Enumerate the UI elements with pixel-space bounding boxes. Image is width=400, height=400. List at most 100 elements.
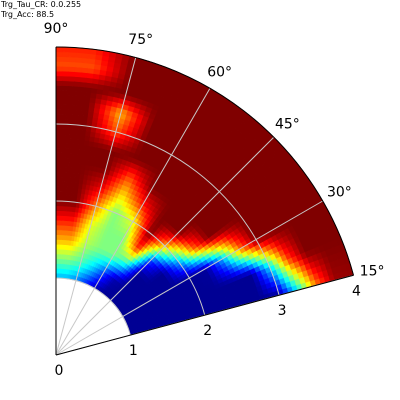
heatmap-cell (55, 133, 62, 139)
heatmap-cell (67, 90, 74, 96)
heatmap-cell (60, 138, 66, 144)
heatmap-cell (74, 61, 82, 68)
heatmap-cell (73, 148, 79, 155)
heatmap-cell (61, 80, 69, 87)
heatmap-cell (58, 205, 63, 212)
heatmap-cell (66, 186, 72, 193)
heatmap-cell (77, 95, 85, 102)
heatmap-cell (59, 162, 65, 168)
heatmap-cell (74, 66, 82, 73)
heatmap-cell (68, 157, 74, 164)
stats-panel: Trg_Tau_CR: 0.0.255 Trg_Acc: 88.5 (1, 0, 81, 20)
heatmap-cell (59, 181, 64, 188)
heatmap-cell (62, 191, 68, 197)
heatmap-cell (69, 143, 75, 150)
heatmap-cell (61, 75, 69, 82)
heatmap-cell (72, 100, 79, 107)
heatmap-cell (78, 90, 86, 97)
heatmap-cell (59, 171, 65, 178)
heatmap-cell (55, 80, 63, 86)
heatmap-cell (63, 171, 69, 178)
heatmap-cell (63, 176, 68, 183)
heatmap-cell (65, 128, 72, 135)
heatmap-cell (59, 157, 65, 163)
heatmap-cell (68, 148, 75, 154)
heatmap-cell (74, 56, 83, 63)
radius-tick-label: 0 (55, 363, 64, 379)
heatmap-cell (74, 138, 80, 145)
angle-tick-label: 90° (44, 21, 69, 37)
heatmap-cell (66, 104, 73, 111)
heatmap-cell (71, 104, 79, 111)
heatmap-cell (58, 200, 64, 207)
polar-frame (55, 46, 354, 356)
heatmap-cell (61, 85, 69, 91)
heatmap-cell (79, 134, 86, 141)
heatmap-cell (71, 114, 78, 121)
heatmap-cell (63, 181, 68, 188)
heatmap-cell (58, 229, 62, 236)
heatmap-cell (77, 105, 84, 112)
heatmap-cell (68, 61, 76, 68)
heatmap-cell (55, 46, 64, 53)
heatmap-cell (60, 133, 66, 139)
heatmap-cell (59, 167, 65, 173)
heatmap-cell (65, 123, 72, 130)
radius-tick-label: 2 (203, 323, 212, 339)
heatmap-cell (55, 157, 61, 163)
radius-tick-label: 3 (278, 303, 287, 319)
heatmap-cell (72, 162, 78, 169)
heatmap-cell (68, 152, 74, 159)
heatmap-cell (55, 99, 62, 106)
heatmap-cell (63, 162, 69, 169)
heatmap-cell (73, 71, 82, 78)
heatmap-cell (55, 200, 60, 207)
heatmap-cell (78, 86, 86, 93)
heatmap-cell (59, 186, 64, 192)
heatmap-cell (69, 133, 76, 140)
heatmap-cell (61, 205, 67, 212)
heatmap-cell (67, 80, 75, 87)
heatmap-cell (55, 195, 60, 202)
heatmap-cell (62, 51, 70, 58)
heatmap-cell (67, 172, 73, 178)
heatmap-cell (55, 70, 63, 77)
heatmap-cell (55, 75, 63, 82)
heatmap-cell (71, 172, 77, 179)
heatmap-cell (58, 239, 62, 245)
frame-edge-start (55, 274, 354, 356)
heatmap-cell (68, 66, 76, 72)
heatmap-cell (55, 109, 62, 115)
heatmap-cell (71, 109, 78, 116)
heatmap-cell (55, 123, 62, 130)
heatmap-cell (60, 109, 68, 115)
heatmap-cell (66, 109, 73, 116)
heatmap-cell (55, 94, 62, 101)
heatmap-cell (55, 85, 63, 91)
heatmap-cell (75, 52, 83, 59)
heatmap-cell (66, 95, 74, 101)
heatmap-cell (55, 191, 60, 197)
heatmap-cell (61, 70, 69, 77)
heatmap-cell (55, 152, 61, 159)
heatmap-cell (67, 71, 75, 77)
heatmap-cell (67, 167, 73, 174)
heatmap-cell (71, 167, 77, 174)
heatmap-cell (62, 186, 68, 193)
heatmap-cell (66, 99, 74, 106)
heatmap-cell (55, 118, 62, 125)
heatmap-cell (73, 80, 81, 87)
heatmap-cells (55, 46, 354, 336)
heatmap-cell (55, 138, 62, 144)
heatmap-cell (55, 90, 63, 96)
heatmap-cell (68, 51, 77, 58)
heatmap-cell (61, 104, 68, 111)
heatmap-cell (72, 153, 79, 160)
heatmap-cell (55, 104, 62, 110)
heatmap-cell (55, 114, 62, 120)
heatmap-cell (76, 110, 84, 117)
heatmap-cell (62, 196, 67, 202)
heatmap-cell (66, 181, 72, 188)
angle-tick-label: 75° (128, 32, 153, 48)
